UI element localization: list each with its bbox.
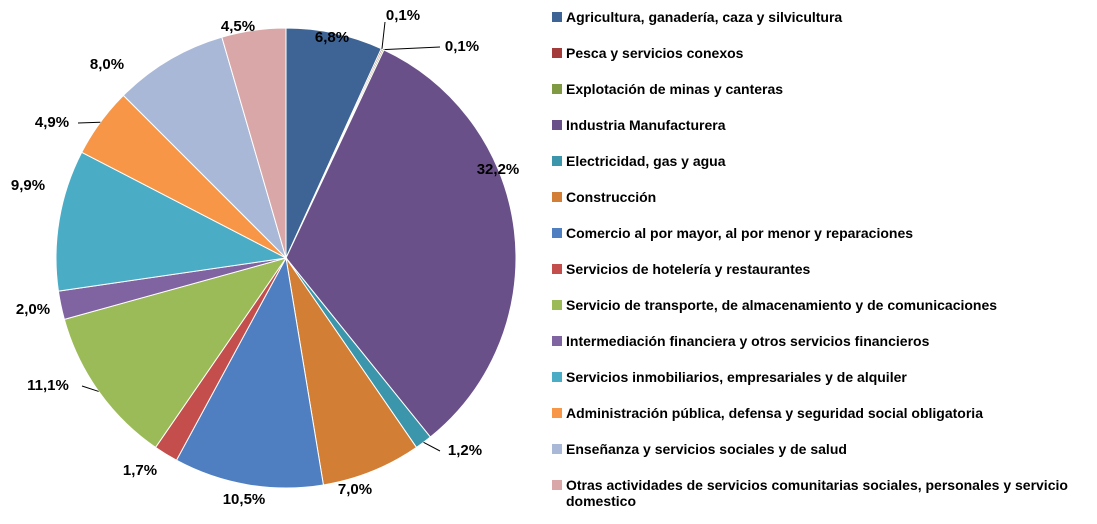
pie-slice	[122, 36, 287, 259]
data-label: 10,5%	[223, 491, 266, 508]
legend-label: Explotación de minas y canteras	[566, 81, 784, 97]
pie-slice	[175, 256, 324, 489]
data-label: 11,1%	[27, 377, 69, 394]
legend-item: Administración pública, defensa y seguri…	[552, 405, 1097, 441]
data-label: 0,1%	[386, 7, 420, 24]
data-label: 7,0%	[338, 481, 372, 498]
data-label: 9,9%	[11, 177, 45, 194]
leader-line	[423, 441, 441, 452]
legend-label: Servicios de hotelería y restaurantes	[566, 261, 811, 277]
data-label: 4,5%	[221, 18, 255, 35]
legend: Agricultura, ganadería, caza y silvicult…	[552, 9, 1097, 513]
chart: 6,8% 0,1% 0,1% 32,2% 1,2% 7,0% 10,5% 1,7% 11,1% 2…	[11, 7, 520, 508]
legend-item: Construcción	[552, 189, 1097, 225]
legend-label: Servicio de transporte, de almacenamient…	[566, 297, 998, 313]
legend-label: Electricidad, gas y agua	[566, 153, 726, 169]
legend-item: Servicio de transporte, de almacenamient…	[552, 297, 1097, 333]
data-label: 4,9%	[35, 114, 69, 131]
pie-slice	[221, 27, 287, 259]
legend-swatch	[552, 336, 562, 346]
legend-swatch	[552, 156, 562, 166]
legend-label: Enseñanza y servicios sociales y de salu…	[566, 441, 847, 457]
legend-item: Otras actividades de servicios comunitar…	[552, 477, 1097, 513]
legend-swatch	[552, 444, 562, 454]
legend-label: Otras actividades de servicios comunitar…	[566, 477, 1068, 509]
legend-swatch	[552, 120, 562, 130]
legend-swatch	[552, 300, 562, 310]
data-label: 32,2%	[477, 161, 520, 178]
legend-label: Pesca y servicios conexos	[566, 45, 744, 61]
leader-line	[81, 385, 99, 392]
legend-swatch	[552, 408, 562, 418]
legend-item: Industria Manufacturera	[552, 117, 1097, 153]
legend-item: Servicios inmobiliarios, empresariales y…	[552, 369, 1097, 405]
legend-label: Industria Manufacturera	[566, 117, 726, 133]
data-label: 2,0%	[16, 301, 50, 318]
leader-line	[383, 46, 441, 51]
legend-label: Administración pública, defensa y seguri…	[566, 405, 983, 421]
legend-item: Comercio al por mayor, al por menor y re…	[552, 225, 1097, 261]
legend-item: Agricultura, ganadería, caza y silvicult…	[552, 9, 1097, 45]
legend-label: Agricultura, ganadería, caza y silvicult…	[566, 9, 843, 25]
legend-swatch	[552, 48, 562, 58]
legend-item: Intermediación financiera y otros servic…	[552, 333, 1097, 369]
legend-item: Pesca y servicios conexos	[552, 45, 1097, 81]
data-label: 1,7%	[123, 462, 157, 479]
legend-item: Electricidad, gas y agua	[552, 153, 1097, 189]
leader-line	[77, 121, 101, 124]
pie-slice	[285, 257, 418, 486]
legend-label: Servicios inmobiliarios, empresariales y…	[566, 369, 907, 385]
legend-label: Comercio al por mayor, al por menor y re…	[566, 225, 914, 241]
legend-swatch	[552, 480, 562, 490]
leader-line	[381, 21, 386, 50]
data-label: 1,2%	[448, 442, 482, 459]
pie-slice	[63, 257, 288, 449]
legend-item: Enseñanza y servicios sociales y de salu…	[552, 441, 1097, 477]
legend-swatch	[552, 372, 562, 382]
legend-label: Construcción	[566, 189, 657, 205]
data-label: 6,8%	[315, 29, 349, 46]
pie-slice	[55, 151, 288, 292]
legend-label: Intermediación financiera y otros servic…	[566, 333, 930, 349]
legend-item: Explotación de minas y canteras	[552, 81, 1097, 117]
legend-swatch	[552, 84, 562, 94]
legend-swatch	[552, 192, 562, 202]
pie-slice	[285, 49, 517, 438]
legend-swatch	[552, 12, 562, 22]
legend-item: Servicios de hotelería y restaurantes	[552, 261, 1097, 297]
legend-swatch	[552, 264, 562, 274]
data-label: 8,0%	[90, 56, 124, 73]
legend-swatch	[552, 228, 562, 238]
data-label: 0,1%	[445, 38, 479, 55]
